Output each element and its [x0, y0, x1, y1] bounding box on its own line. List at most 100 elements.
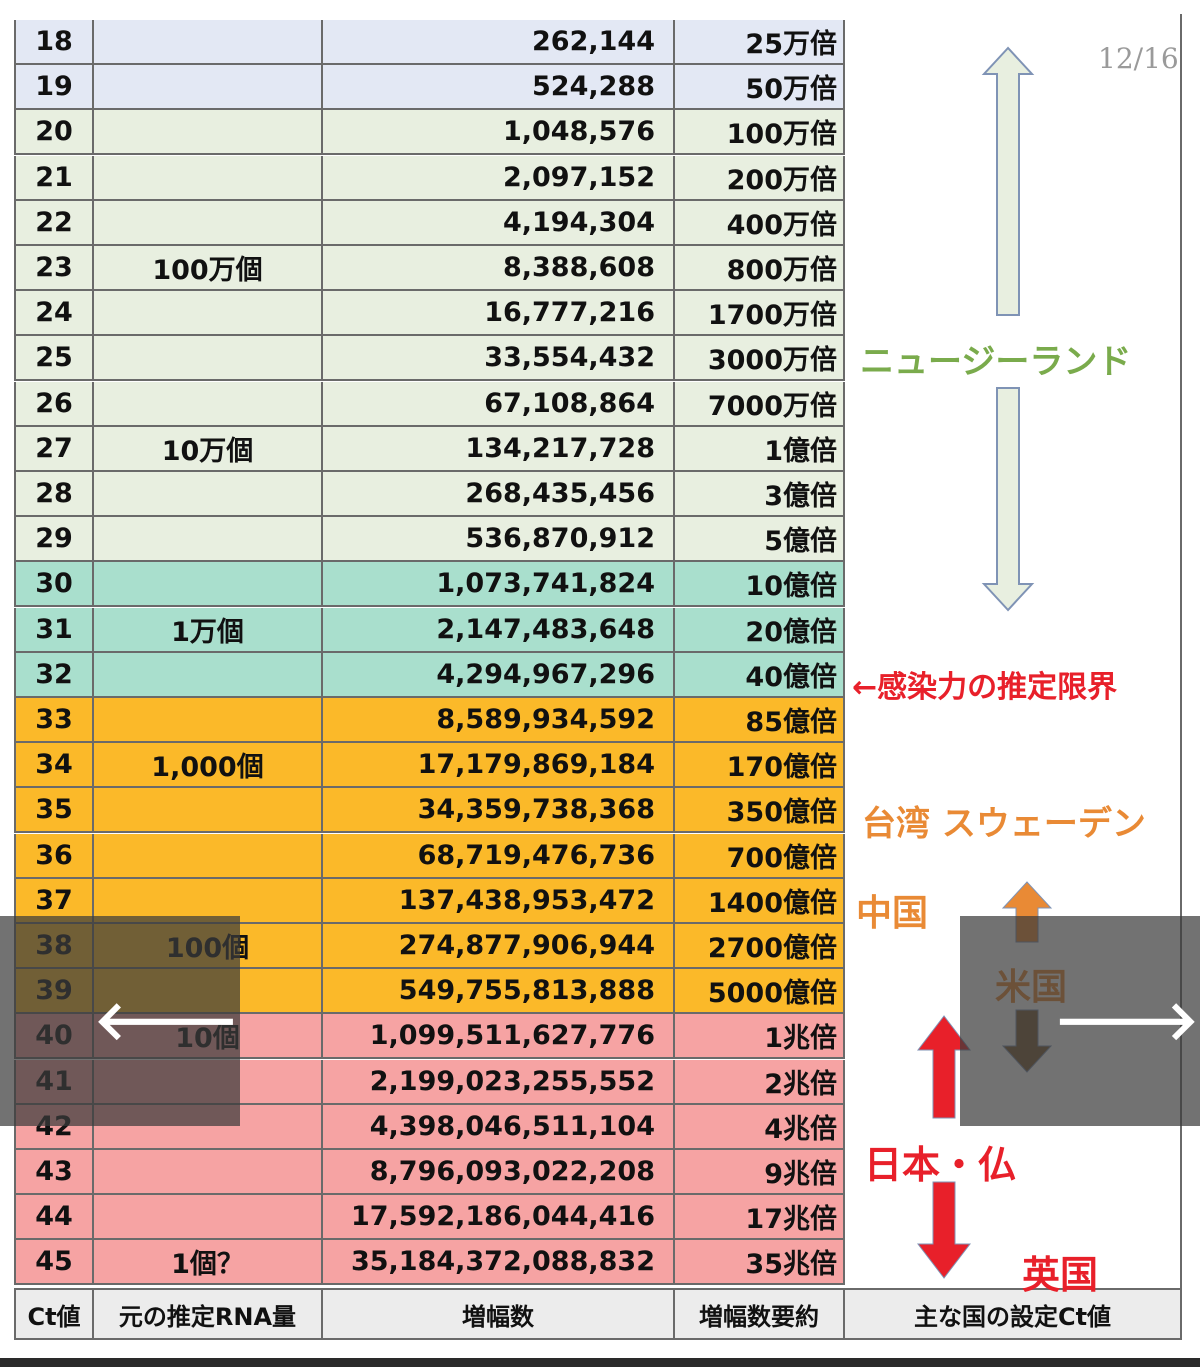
summary-cell: 25万倍: [675, 20, 845, 65]
prev-page-button[interactable]: 🡐: [0, 916, 240, 1126]
amplification-cell: 35,184,372,088,832: [323, 1240, 675, 1286]
amplification-cell: 2,097,152: [323, 155, 675, 201]
summary-cell: 5000億倍: [675, 969, 845, 1015]
summary-cell: 1兆倍: [675, 1014, 845, 1060]
amplification-cell: 4,194,304: [323, 200, 675, 246]
summary-cell: 2兆倍: [675, 1059, 845, 1105]
amplification-cell: 1,048,576: [323, 110, 675, 156]
amplification-cell: 134,217,728: [323, 426, 675, 472]
amplification-cell: 2,199,023,255,552: [323, 1059, 675, 1105]
table-row: 24 16,777,216 1700万倍: [14, 291, 845, 337]
summary-cell: 2700億倍: [675, 924, 845, 969]
amplification-cell: 1,099,511,627,776: [323, 1014, 675, 1060]
summary-cell: 3億倍: [675, 472, 845, 517]
table-row: 34 1,000個 17,179,869,184 170億倍: [14, 743, 845, 789]
amplification-cell: 524,288: [323, 65, 675, 111]
summary-cell: 400万倍: [675, 200, 845, 246]
ct-value-cell: 26: [14, 381, 94, 427]
table-row: 18 262,144 25万倍: [14, 20, 845, 65]
amplification-cell: 17,179,869,184: [323, 743, 675, 789]
amplification-cell: 34,359,738,368: [323, 788, 675, 834]
summary-cell: 350億倍: [675, 788, 845, 834]
summary-cell: 200万倍: [675, 155, 845, 201]
label-japan-france: 日本・仏: [864, 1143, 1017, 1187]
rna-amount-cell: 100万個: [94, 246, 323, 291]
amplification-cell: 274,877,906,944: [323, 924, 675, 969]
table-row: 29 536,870,912 5億倍: [14, 517, 845, 563]
ct-value-cell: 31: [14, 607, 94, 653]
ct-value-cell: 24: [14, 291, 94, 337]
amplification-cell: 536,870,912: [323, 517, 675, 563]
ct-value-cell: 22: [14, 200, 94, 246]
summary-cell: 50万倍: [675, 65, 845, 111]
summary-cell: 85億倍: [675, 698, 845, 743]
ct-value-cell: 29: [14, 517, 94, 563]
table-row: 33 8,589,934,592 85億倍: [14, 698, 845, 743]
ct-value-cell: 33: [14, 698, 94, 743]
amplification-cell: 268,435,456: [323, 472, 675, 517]
table-row: 44 17,592,186,044,416 17兆倍: [14, 1195, 845, 1241]
summary-cell: 5億倍: [675, 517, 845, 563]
header-countries: 主な国の設定Ct値: [845, 1288, 1182, 1340]
header-ct: Ct値: [14, 1288, 94, 1340]
arrow-right-icon: 🡒: [1054, 989, 1199, 1052]
amplification-cell: 549,755,813,888: [323, 969, 675, 1015]
ct-value-cell: 45: [14, 1240, 94, 1286]
header-rna: 元の推定RNA量: [94, 1288, 323, 1340]
summary-cell: 800万倍: [675, 246, 845, 291]
table-row: 19 524,288 50万倍: [14, 65, 845, 111]
summary-cell: 35兆倍: [675, 1240, 845, 1286]
rna-amount-cell: [94, 1150, 323, 1195]
table-row: 36 68,719,476,736 700億倍: [14, 833, 845, 879]
summary-cell: 1700万倍: [675, 291, 845, 337]
table-row: 37 137,438,953,472 1400億倍: [14, 878, 845, 924]
rna-amount-cell: [94, 20, 323, 65]
rna-amount-cell: [94, 698, 323, 743]
rna-amount-cell: 1万個: [94, 607, 323, 653]
rna-amount-cell: 10万個: [94, 426, 323, 472]
rna-amount-cell: [94, 200, 323, 246]
rna-amount-cell: [94, 65, 323, 111]
rna-amount-cell: [94, 562, 323, 608]
amplification-cell: 8,796,093,022,208: [323, 1150, 675, 1195]
rna-amount-cell: [94, 291, 323, 337]
ct-value-cell: 43: [14, 1150, 94, 1195]
amplification-cell: 2,147,483,648: [323, 607, 675, 653]
next-page-button[interactable]: 🡒: [960, 916, 1200, 1126]
summary-cell: 40億倍: [675, 652, 845, 698]
amplification-cell: 4,294,967,296: [323, 652, 675, 698]
amplification-cell: 262,144: [323, 20, 675, 65]
rna-amount-cell: [94, 788, 323, 834]
rna-amount-cell: [94, 652, 323, 698]
table-row: 43 8,796,093,022,208 9兆倍: [14, 1150, 845, 1195]
amplification-cell: 67,108,864: [323, 381, 675, 427]
table-row: 35 34,359,738,368 350億倍: [14, 788, 845, 834]
table-row: 42 4,398,046,511,104 4兆倍: [14, 1104, 845, 1150]
rna-amount-cell: [94, 1195, 323, 1241]
ct-value-cell: 21: [14, 155, 94, 201]
amplification-cell: 17,592,186,044,416: [323, 1195, 675, 1241]
table-row: 45 1個？ 35,184,372,088,832 35兆倍: [14, 1240, 845, 1286]
ct-value-cell: 36: [14, 833, 94, 879]
ct-value-cell: 18: [14, 20, 94, 65]
table-row: 21 2,097,152 200万倍: [14, 155, 845, 201]
ct-value-cell: 28: [14, 472, 94, 517]
header-summary: 増幅数要約: [675, 1288, 845, 1340]
table-row: 27 10万個 134,217,728 1億倍: [14, 426, 845, 472]
ct-value-cell: 34: [14, 743, 94, 789]
summary-cell: 1億倍: [675, 426, 845, 472]
ct-value-cell: 35: [14, 788, 94, 834]
table-row: 32 4,294,967,296 40億倍: [14, 652, 845, 698]
table-row: 25 33,554,432 3000万倍: [14, 336, 845, 382]
ct-value-cell: 32: [14, 652, 94, 698]
amplification-cell: 1,073,741,824: [323, 562, 675, 608]
amplification-cell: 4,398,046,511,104: [323, 1104, 675, 1150]
ct-value-cell: 25: [14, 336, 94, 382]
rna-amount-cell: 1,000個: [94, 743, 323, 789]
rna-amount-cell: [94, 336, 323, 382]
summary-cell: 3000万倍: [675, 336, 845, 382]
table-row: 20 1,048,576 100万倍: [14, 110, 845, 156]
summary-cell: 17兆倍: [675, 1195, 845, 1241]
page-counter: 12/16: [1098, 42, 1179, 75]
